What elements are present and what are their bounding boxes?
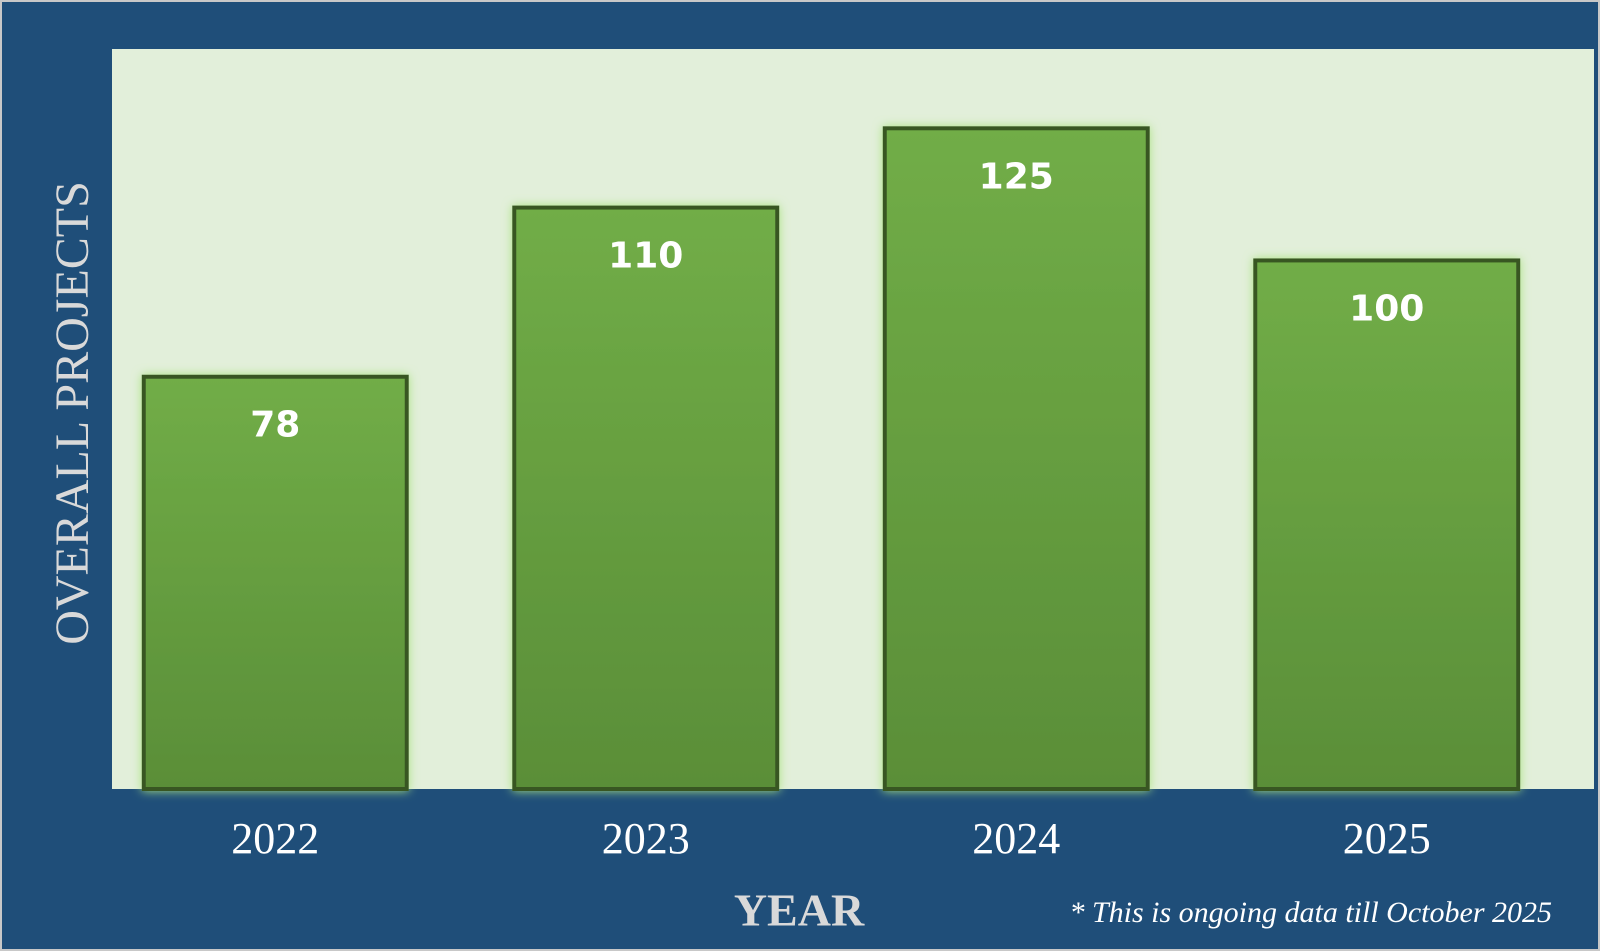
x-tick-label: 2022 bbox=[231, 814, 319, 863]
x-tick-label: 2025 bbox=[1343, 814, 1431, 863]
data-label: 110 bbox=[608, 236, 683, 277]
bar bbox=[1253, 258, 1521, 791]
data-label: 78 bbox=[250, 405, 300, 446]
bar bbox=[512, 205, 780, 792]
x-axis-label: YEAR bbox=[734, 885, 865, 936]
data-label: 125 bbox=[979, 156, 1054, 197]
data-label: 100 bbox=[1349, 288, 1424, 329]
bar bbox=[141, 374, 409, 791]
bar bbox=[882, 126, 1150, 792]
footnote: * This is ongoing data till October 2025 bbox=[1069, 896, 1552, 929]
y-axis-label: OVERALL PROJECTS bbox=[46, 181, 99, 645]
x-tick-label: 2024 bbox=[972, 814, 1060, 863]
x-tick-label: 2023 bbox=[602, 814, 690, 863]
